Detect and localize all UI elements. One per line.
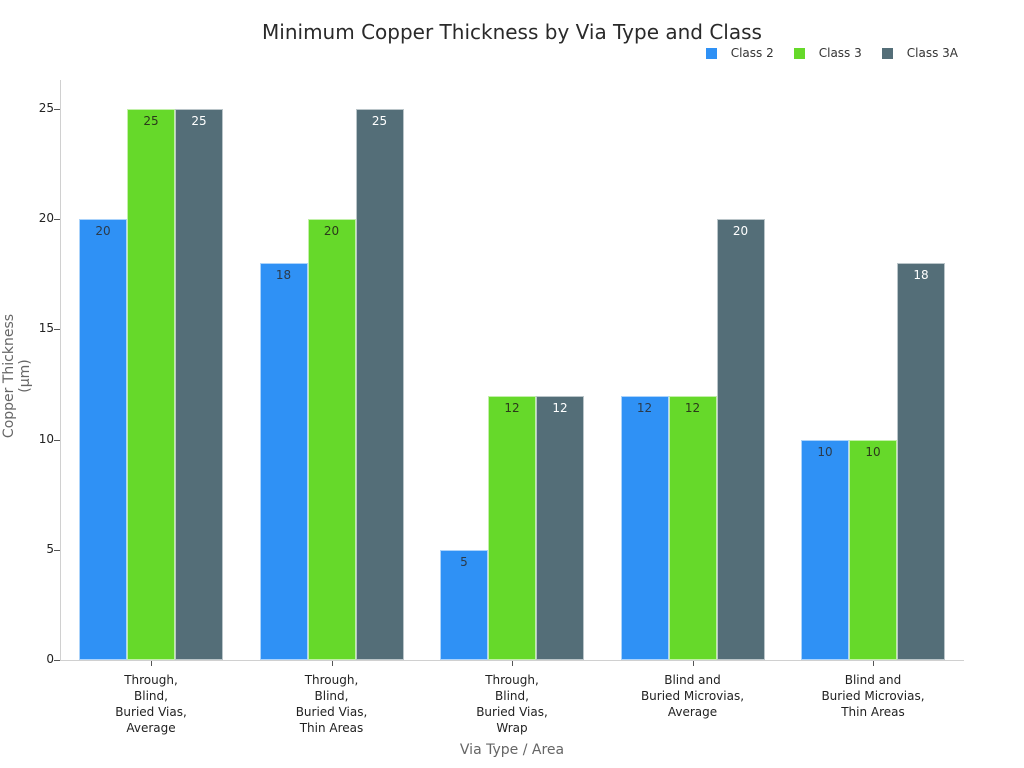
bar-value-label: 20 bbox=[95, 224, 111, 239]
bar-class-2[interactable]: 5 bbox=[440, 549, 488, 660]
bar-class-2[interactable]: 18 bbox=[259, 263, 308, 660]
y-tick-label: 0 bbox=[46, 652, 54, 666]
legend-swatch-class-3 bbox=[793, 47, 805, 59]
legend-item-class-3[interactable]: Class 3 bbox=[793, 46, 862, 60]
bar-value-label: 10 bbox=[817, 444, 833, 459]
legend-label: Class 3 bbox=[818, 46, 862, 60]
x-tick-label: Through, Blind, Buried Vias, Wrap bbox=[476, 673, 548, 735]
x-tick-mark bbox=[151, 661, 152, 666]
x-tick-mark bbox=[692, 661, 694, 666]
bar-class-3a[interactable]: 12 bbox=[536, 395, 584, 660]
x-axis-line bbox=[60, 660, 964, 661]
x-axis-label: Via Type / Area bbox=[459, 742, 565, 758]
bar-class-3[interactable]: 20 bbox=[307, 219, 356, 660]
legend-label: Class 3A bbox=[906, 46, 958, 60]
bar-class-3a[interactable]: 25 bbox=[355, 109, 404, 660]
y-tick-mark bbox=[54, 109, 60, 110]
bar-class-3[interactable]: 10 bbox=[849, 439, 897, 660]
bar-value-label: 18 bbox=[275, 268, 292, 283]
y-axis-line bbox=[60, 80, 61, 661]
bar-value-label: 25 bbox=[191, 114, 207, 128]
bar-value-label: 5 bbox=[460, 554, 468, 569]
bar-class-2[interactable]: 10 bbox=[801, 439, 849, 660]
y-tick-mark bbox=[54, 219, 60, 221]
x-tick-label: Blind and Buried Microvias, Thin Areas bbox=[821, 673, 925, 719]
y-tick-label: 5 bbox=[46, 541, 54, 556]
bar-value-label: 25 bbox=[371, 114, 388, 128]
y-tick-mark bbox=[54, 549, 60, 551]
x-tick-label: Blind and Buried Microvias, Average bbox=[640, 673, 745, 719]
legend-label: Class 2 bbox=[730, 46, 774, 60]
legend-item-class-2[interactable]: Class 2 bbox=[705, 46, 774, 60]
bar-class-3[interactable]: 12 bbox=[488, 395, 536, 660]
y-tick-mark bbox=[54, 439, 60, 441]
bar-value-label: 10 bbox=[865, 444, 881, 459]
x-tick-label: Through, Blind, Buried Vias, Average bbox=[115, 673, 187, 735]
y-tick-label: 25 bbox=[38, 101, 54, 115]
x-tick-label: Through, Blind, Buried Vias, Thin Areas bbox=[295, 673, 368, 735]
legend-swatch-class-3a bbox=[881, 47, 893, 59]
bar-value-label: 18 bbox=[913, 268, 929, 283]
x-tick-mark bbox=[873, 661, 874, 666]
bar-class-3[interactable]: 25 bbox=[127, 109, 175, 660]
bar-class-3a[interactable]: 20 bbox=[716, 219, 765, 660]
y-tick-label: 15 bbox=[38, 321, 54, 336]
y-tick-mark bbox=[54, 329, 60, 331]
bar-value-label: 20 bbox=[732, 224, 749, 239]
bar-value-label: 12 bbox=[552, 400, 568, 415]
x-tick-mark bbox=[512, 661, 513, 666]
bar-class-3[interactable]: 12 bbox=[668, 395, 717, 660]
legend-swatch-class-2 bbox=[705, 47, 717, 59]
y-tick-mark bbox=[54, 660, 60, 661]
bar-value-label: 12 bbox=[684, 400, 701, 415]
legend-item-class-3a[interactable]: Class 3A bbox=[881, 46, 958, 60]
bar-value-label: 20 bbox=[323, 224, 340, 239]
legend: Class 2 Class 3 Class 3A bbox=[705, 46, 958, 60]
y-tick-label: 20 bbox=[38, 211, 54, 226]
bar-class-2[interactable]: 12 bbox=[620, 395, 669, 660]
x-tick-mark bbox=[331, 661, 333, 666]
bar-class-3a[interactable]: 18 bbox=[897, 263, 945, 660]
bar-value-label: 12 bbox=[504, 400, 520, 415]
bar-value-label: 25 bbox=[143, 114, 159, 128]
y-tick-label: 10 bbox=[38, 431, 54, 446]
bar-value-label: 12 bbox=[636, 400, 653, 415]
bar-class-3a[interactable]: 25 bbox=[175, 109, 223, 660]
chart-title: Minimum Copper Thickness by Via Type and… bbox=[262, 20, 762, 44]
bar-class-2[interactable]: 20 bbox=[79, 219, 127, 660]
